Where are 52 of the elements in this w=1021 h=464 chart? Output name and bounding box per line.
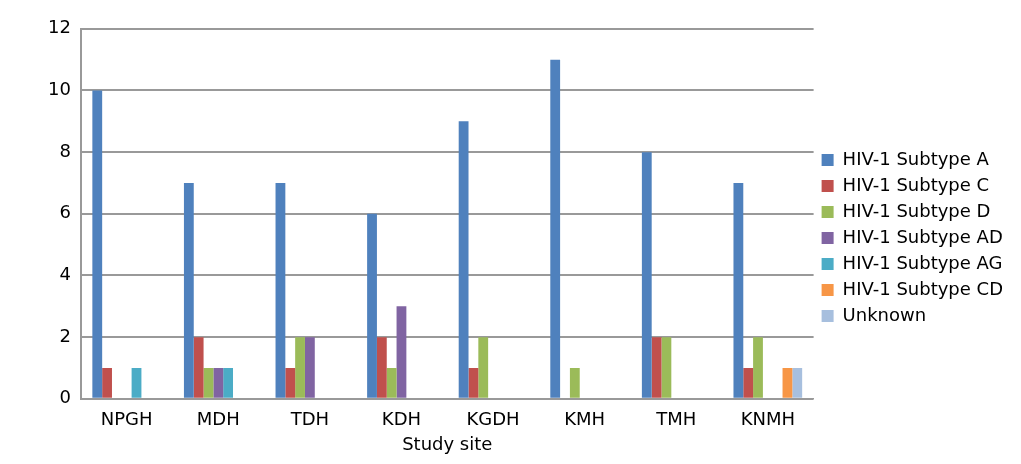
bar: [213, 367, 224, 398]
y-tick-label: 10: [48, 78, 71, 100]
y-tick-label: 4: [59, 263, 71, 285]
x-tick-label: KNMH: [740, 408, 795, 430]
bar: [367, 213, 377, 398]
bar: [569, 367, 580, 398]
x-tick-label: KGDH: [466, 408, 520, 430]
bar: [304, 337, 315, 398]
bar: [550, 59, 561, 398]
x-tick-label: NPGH: [100, 408, 153, 430]
x-axis-title: Study site: [402, 432, 493, 454]
bar: [396, 306, 407, 398]
bar: [661, 337, 672, 398]
bar: [183, 182, 194, 398]
bar: [468, 367, 479, 398]
legend-label: HIV-1 Subtype AG: [842, 251, 1003, 273]
bar: [651, 337, 662, 398]
bar: [641, 152, 652, 398]
legend-label: HIV-1 Subtype AD: [842, 225, 1003, 247]
bar: [733, 182, 744, 398]
y-tick-label: 6: [59, 201, 71, 223]
bar: [295, 337, 305, 398]
bar: [743, 367, 754, 398]
x-tick-label: KMH: [564, 408, 606, 430]
legend-label: HIV-1 Subtype CD: [842, 277, 1004, 299]
x-tick-label: TMH: [655, 408, 697, 430]
bar: [223, 367, 234, 398]
legend-label: HIV-1 Subtype C: [842, 173, 990, 195]
y-tick-label: 8: [59, 139, 71, 161]
x-tick-label: KDH: [381, 408, 422, 430]
bar: [203, 367, 214, 398]
bar: [131, 367, 142, 398]
bar: [478, 337, 489, 398]
bar: [285, 367, 296, 398]
legend-label: HIV-1 Subtype D: [842, 199, 991, 221]
bar: [102, 367, 112, 398]
bar: [275, 182, 286, 398]
x-tick-label: MDH: [196, 408, 240, 430]
y-tick-label: 0: [59, 386, 71, 408]
x-tick-label: TDH: [289, 408, 330, 430]
y-tick-label: 12: [48, 16, 71, 38]
bar: [458, 121, 469, 398]
bar: [782, 367, 793, 398]
bar: [792, 367, 803, 398]
bar: [376, 337, 387, 398]
bar: [193, 337, 204, 398]
bar: [753, 337, 763, 398]
bar: [386, 367, 397, 398]
legend-label: HIV-1 Subtype A: [842, 147, 990, 169]
legend-label: Unknown: [842, 303, 927, 325]
bar: [92, 90, 103, 398]
y-tick-label: 2: [59, 324, 71, 346]
